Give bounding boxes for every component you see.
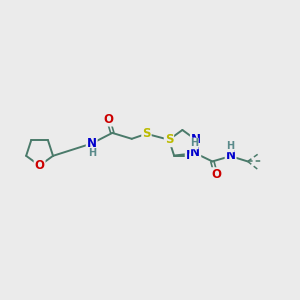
Text: S: S bbox=[142, 127, 151, 140]
Text: H: H bbox=[190, 139, 198, 148]
Text: N: N bbox=[87, 137, 97, 150]
Text: O: O bbox=[211, 168, 221, 181]
Text: N: N bbox=[226, 149, 236, 162]
Text: S: S bbox=[165, 133, 173, 146]
Text: N: N bbox=[186, 149, 196, 162]
Text: N: N bbox=[191, 133, 201, 146]
Text: H: H bbox=[226, 141, 234, 152]
Text: O: O bbox=[34, 159, 45, 172]
Text: N: N bbox=[190, 146, 200, 159]
Text: O: O bbox=[103, 112, 113, 126]
Text: H: H bbox=[88, 148, 96, 158]
